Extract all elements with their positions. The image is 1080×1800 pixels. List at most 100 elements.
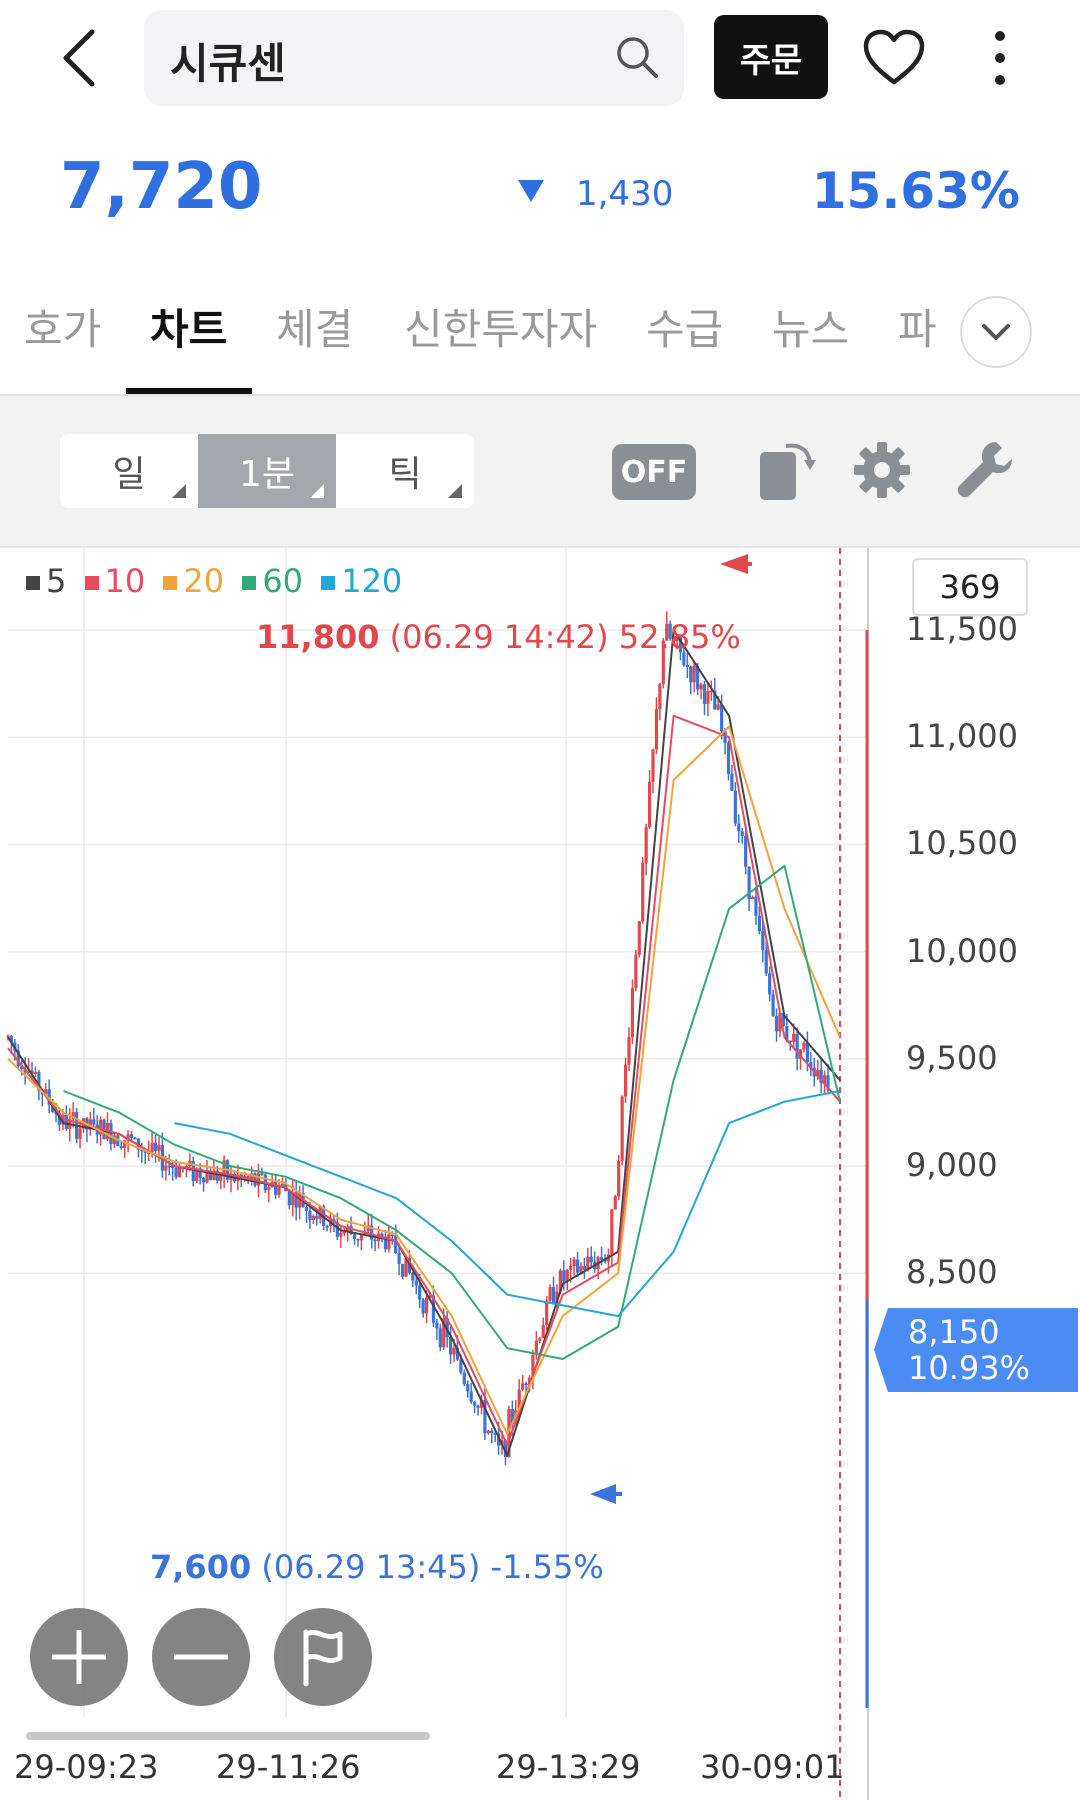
candle-body [383, 1236, 388, 1250]
candle-body [788, 1040, 792, 1043]
candle-body [164, 1165, 168, 1171]
candle-body [352, 1234, 357, 1239]
more-vertical-icon [995, 31, 1005, 85]
tab-chart[interactable]: 차트 [150, 305, 228, 354]
candle-body [637, 921, 641, 955]
candle-body [682, 652, 686, 666]
tab-orderbook[interactable]: 호가 [24, 305, 102, 354]
candle-body [219, 1175, 223, 1181]
candle-body [589, 1256, 593, 1263]
candle-body [750, 896, 755, 900]
candle-count-box[interactable]: 369 [912, 558, 1028, 616]
tab-shinhan-investor[interactable]: 신한투자자 [404, 305, 598, 354]
candle-body [538, 1338, 542, 1341]
more-button[interactable] [990, 28, 1010, 88]
legend-ma20[interactable]: 20 [163, 562, 224, 600]
candle-body [706, 690, 710, 705]
candle-body [167, 1165, 171, 1168]
y-tick-label: 11,000 [906, 717, 1018, 756]
period-selector: 일 1분 틱 [60, 434, 474, 508]
period-tick-label: 틱 [388, 454, 422, 495]
high-arrow-icon [720, 554, 748, 574]
candle-body [675, 637, 679, 642]
wrench-icon[interactable] [956, 440, 1012, 498]
candle-body [740, 831, 744, 836]
off-toggle[interactable]: OFF [612, 444, 696, 500]
candle-body [215, 1170, 219, 1181]
candle-body [294, 1192, 298, 1208]
candle-body [157, 1145, 161, 1152]
candle-body [291, 1192, 295, 1206]
candle-body [702, 684, 707, 705]
chart-canvas[interactable] [0, 548, 1080, 1800]
candle-body [483, 1399, 487, 1434]
candle-body [462, 1372, 466, 1384]
candle-body [325, 1225, 329, 1228]
candle-body [88, 1119, 92, 1130]
candle-body [397, 1252, 401, 1264]
candle-body [370, 1225, 374, 1240]
legend-ma120[interactable]: 120 [321, 562, 402, 600]
candle-body [795, 1033, 799, 1059]
candle-body [47, 1089, 51, 1105]
candle-body [486, 1430, 490, 1434]
candle-body [723, 731, 727, 743]
candle-body [565, 1270, 569, 1281]
tab-trades[interactable]: 체결 [276, 305, 354, 354]
candle-body [16, 1050, 20, 1067]
search-input[interactable]: 시큐센 [144, 10, 684, 106]
order-button[interactable]: 주문 [714, 15, 828, 99]
candle-body [260, 1173, 264, 1175]
zoom-in-button[interactable] [30, 1608, 128, 1706]
y-tick-label: 10,500 [906, 824, 1018, 863]
back-button[interactable] [58, 28, 102, 88]
zoom-out-button[interactable] [152, 1608, 250, 1706]
search-icon[interactable] [614, 34, 660, 80]
candle-body [678, 637, 683, 653]
candle-body [696, 665, 700, 690]
period-1min[interactable]: 1분 [198, 434, 336, 508]
rotate-screen-icon[interactable] [756, 438, 816, 504]
candle-body [730, 773, 734, 791]
legend-ma60-label: 60 [262, 562, 304, 600]
candle-body [569, 1265, 573, 1271]
tab-more-item[interactable]: 파 [898, 305, 937, 354]
candle-body [521, 1383, 525, 1390]
tab-expand-button[interactable] [960, 296, 1032, 368]
candle-body [112, 1135, 116, 1145]
candle-series [6, 611, 830, 1466]
flag-button[interactable] [274, 1608, 372, 1706]
candle-body [349, 1226, 353, 1235]
candle-body [510, 1409, 514, 1424]
flag-icon [303, 1629, 343, 1687]
legend-ma20-label: 20 [183, 562, 225, 600]
candle-body [438, 1328, 442, 1348]
candle-body [177, 1166, 182, 1178]
price-chart[interactable]: 5 10 20 60 120 369 11,800 (06.29 14:42) … [0, 548, 1080, 1800]
tab-supply[interactable]: 수급 [646, 305, 724, 354]
candle-body [610, 1209, 614, 1255]
candle-body [562, 1270, 566, 1281]
candle-body [184, 1166, 189, 1168]
candle-body [771, 994, 775, 1016]
legend-ma5-label: 5 [46, 562, 67, 600]
candle-body [768, 973, 772, 995]
candle-body [582, 1266, 587, 1270]
legend-ma10[interactable]: 10 [84, 562, 145, 600]
favorite-button[interactable] [862, 28, 926, 88]
candle-body [524, 1383, 528, 1386]
candle-body [26, 1070, 31, 1073]
candle-body [692, 665, 696, 683]
legend-ma5[interactable]: 5 [26, 562, 66, 600]
period-tick[interactable]: 틱 [336, 434, 474, 508]
candle-body [726, 742, 731, 774]
change-rate: 15.63% [811, 162, 1020, 220]
candle-body [620, 1096, 624, 1161]
candle-body [658, 684, 662, 710]
gear-icon[interactable] [854, 442, 910, 498]
tab-news[interactable]: 뉴스 [772, 305, 850, 354]
candle-body [816, 1070, 820, 1077]
legend-ma60[interactable]: 60 [242, 562, 303, 600]
candle-body [387, 1234, 391, 1250]
period-day[interactable]: 일 [60, 434, 198, 508]
